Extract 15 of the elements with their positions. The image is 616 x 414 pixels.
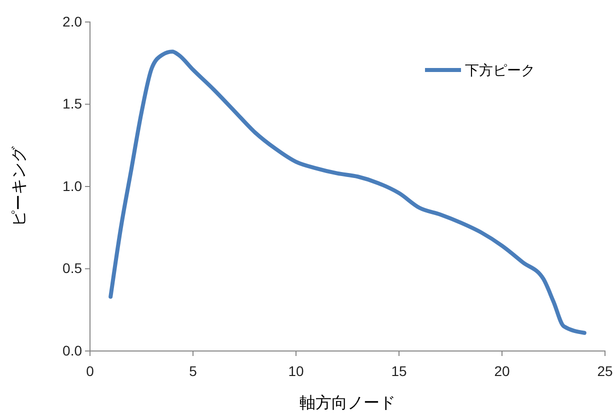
line-series [108, 50, 586, 335]
x-tick-label: 0 [86, 362, 94, 379]
x-tick-label: 15 [391, 362, 407, 379]
x-tick-label: 20 [494, 362, 510, 379]
x-tick-label: 25 [597, 362, 613, 379]
legend-label: 下方ピーク [465, 62, 535, 79]
y-tick-label: 1.5 [62, 96, 82, 112]
x-tick-label: 5 [189, 362, 198, 379]
x-tick-label: 10 [288, 362, 304, 379]
x-axis-title: 軸方向ノード [300, 393, 396, 412]
y-tick-label: 0.0 [62, 342, 82, 358]
y-tick-label: 0.5 [62, 260, 82, 276]
y-tick-label: 1.0 [62, 178, 82, 194]
y-tick-label: 2.0 [62, 13, 82, 30]
y-axis-title: ピーキング [9, 146, 28, 226]
